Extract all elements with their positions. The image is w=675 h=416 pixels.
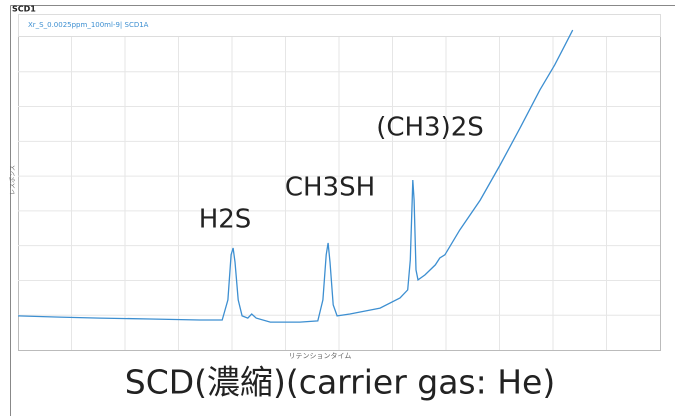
data-line (18, 29, 574, 323)
annotation: (CH3)2S (376, 113, 484, 143)
annotation: H2S (199, 205, 252, 235)
annotation: CH3SH (285, 173, 375, 203)
legend-box (18, 14, 661, 37)
x-axis-label: リテンションタイム (289, 351, 352, 360)
y-axis-label: レスポンス (9, 165, 17, 195)
legend-text: Xr_S_0.0025ppm_100ml-9| SCD1A (28, 21, 149, 29)
header: SCD1 (12, 5, 36, 14)
grid (18, 37, 660, 350)
chart-title: SCD(濃縮)(carrier gas: He) (125, 363, 555, 402)
